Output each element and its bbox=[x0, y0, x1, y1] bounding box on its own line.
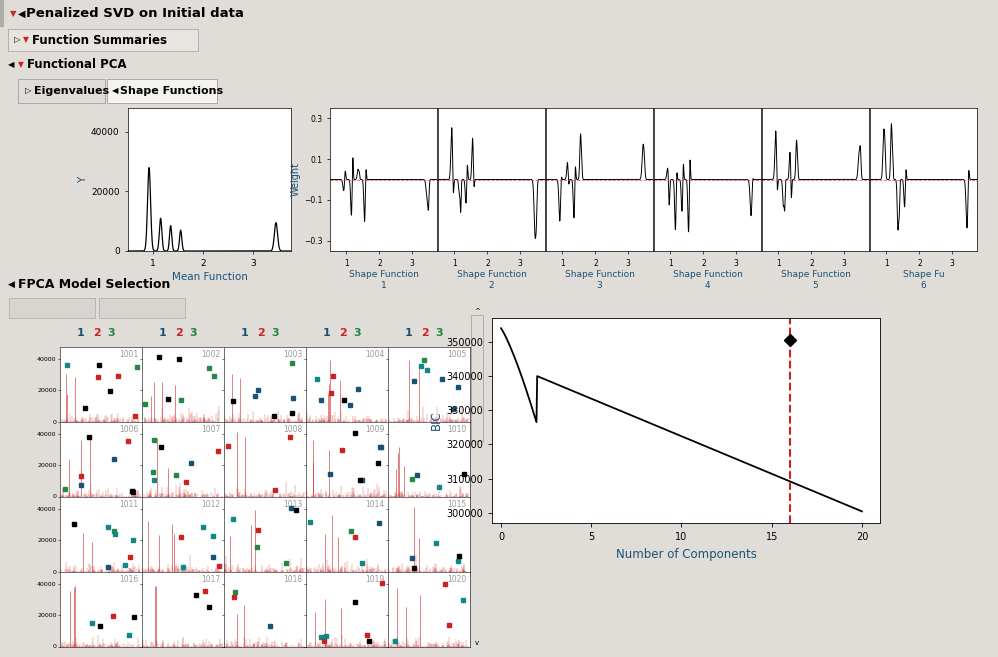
Text: 1002: 1002 bbox=[201, 350, 221, 359]
Text: 1011: 1011 bbox=[119, 500, 139, 509]
Text: 1014: 1014 bbox=[365, 500, 384, 509]
Text: 1012: 1012 bbox=[202, 500, 221, 509]
Bar bbox=[471, 315, 483, 441]
Text: v: v bbox=[475, 640, 479, 646]
Y-axis label: BIC: BIC bbox=[430, 411, 443, 430]
Text: ▼: ▼ bbox=[18, 60, 24, 70]
Text: 2: 2 bbox=[421, 328, 429, 338]
Text: 1019: 1019 bbox=[365, 575, 384, 584]
Text: 3: 3 bbox=[107, 328, 115, 338]
Text: 1006: 1006 bbox=[119, 425, 139, 434]
Text: 1005: 1005 bbox=[447, 350, 466, 359]
Text: 1003: 1003 bbox=[282, 350, 302, 359]
Text: ◀: ◀ bbox=[8, 60, 15, 70]
Text: ◀: ◀ bbox=[112, 87, 119, 95]
Y-axis label: Weight: Weight bbox=[291, 162, 301, 196]
Text: FPCA Model Selection: FPCA Model Selection bbox=[18, 277, 171, 290]
Bar bbox=[99, 298, 185, 318]
X-axis label: Shape Function
3: Shape Function 3 bbox=[565, 271, 635, 290]
Text: ▷: ▷ bbox=[25, 87, 32, 95]
Text: 1: 1 bbox=[77, 328, 85, 338]
Text: 1: 1 bbox=[322, 328, 330, 338]
Text: Eigenvalues: Eigenvalues bbox=[34, 86, 109, 96]
Text: 1001: 1001 bbox=[119, 350, 139, 359]
Text: 3: 3 bbox=[353, 328, 360, 338]
Text: 1020: 1020 bbox=[447, 575, 466, 584]
Text: ▷: ▷ bbox=[14, 35, 21, 45]
Text: 1015: 1015 bbox=[447, 500, 466, 509]
X-axis label: Shape Function
4: Shape Function 4 bbox=[673, 271, 743, 290]
Text: Shape Functions: Shape Functions bbox=[120, 86, 224, 96]
X-axis label: Shape Function
2: Shape Function 2 bbox=[456, 271, 526, 290]
X-axis label: Number of Components: Number of Components bbox=[616, 547, 756, 560]
Text: 1009: 1009 bbox=[365, 425, 384, 434]
Text: ◀: ◀ bbox=[18, 9, 26, 18]
Text: ▼: ▼ bbox=[10, 9, 17, 18]
Text: 1: 1 bbox=[404, 328, 412, 338]
Bar bbox=[8, 29, 198, 51]
Text: Penalized SVD on Initial data: Penalized SVD on Initial data bbox=[26, 7, 244, 20]
Text: 1010: 1010 bbox=[447, 425, 466, 434]
X-axis label: Shape Fu
6: Shape Fu 6 bbox=[902, 271, 944, 290]
Text: 3: 3 bbox=[271, 328, 278, 338]
Text: 1: 1 bbox=[241, 328, 249, 338]
Bar bbox=[0, 0, 4, 27]
Text: 1: 1 bbox=[159, 328, 167, 338]
Text: 1017: 1017 bbox=[201, 575, 221, 584]
Bar bbox=[18, 79, 105, 103]
Bar bbox=[9, 298, 95, 318]
X-axis label: Shape Function
1: Shape Function 1 bbox=[348, 271, 418, 290]
Text: 1008: 1008 bbox=[283, 425, 302, 434]
X-axis label: Mean Function: Mean Function bbox=[172, 273, 248, 283]
Text: ^: ^ bbox=[474, 307, 480, 314]
Text: Function Summaries: Function Summaries bbox=[32, 34, 167, 47]
Text: 1013: 1013 bbox=[283, 500, 302, 509]
Text: 2: 2 bbox=[175, 328, 183, 338]
Text: 3: 3 bbox=[189, 328, 197, 338]
Text: 1007: 1007 bbox=[201, 425, 221, 434]
Text: 2: 2 bbox=[93, 328, 101, 338]
Y-axis label: Y: Y bbox=[78, 176, 88, 183]
Text: 2: 2 bbox=[257, 328, 264, 338]
Text: Functional PCA: Functional PCA bbox=[27, 58, 127, 72]
Text: ▼: ▼ bbox=[23, 35, 29, 45]
Text: ◀: ◀ bbox=[8, 279, 15, 288]
Text: 1018: 1018 bbox=[283, 575, 302, 584]
X-axis label: Shape Function
5: Shape Function 5 bbox=[780, 271, 850, 290]
Bar bbox=[107, 79, 217, 103]
Text: 3: 3 bbox=[435, 328, 443, 338]
Text: 1016: 1016 bbox=[119, 575, 139, 584]
Text: 2: 2 bbox=[339, 328, 346, 338]
Text: 1004: 1004 bbox=[365, 350, 384, 359]
